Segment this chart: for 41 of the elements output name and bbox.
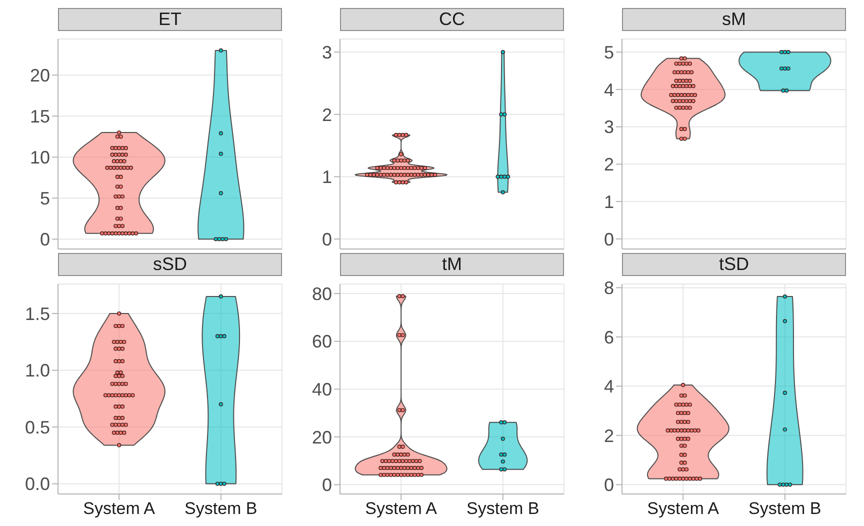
y-tick-label: 2 — [604, 154, 614, 175]
y-tick-label: 0.5 — [24, 417, 50, 438]
y-tick-label: 1.0 — [24, 360, 50, 381]
y-tick-label: 2 — [322, 104, 332, 125]
y-tick-label: 20 — [30, 65, 50, 86]
y-tick-label: 3 — [322, 42, 332, 62]
y-tick-label: 10 — [30, 148, 50, 168]
chart-title: tM — [340, 253, 564, 276]
y-tick-label: 1.5 — [24, 304, 50, 324]
y-tick-label: 8 — [604, 278, 614, 298]
chart-title: ET — [58, 8, 282, 31]
y-tick-label: 5 — [604, 42, 614, 62]
y-tick-label: 60 — [312, 332, 332, 352]
x-tick-label: System B — [466, 499, 540, 518]
y-tick-label: 0.0 — [24, 474, 50, 494]
x-tick-label: System B — [748, 499, 822, 518]
y-tick-label: 5 — [40, 188, 50, 209]
y-tick-label: 0 — [40, 230, 50, 250]
y-tick-label: 3 — [604, 117, 614, 138]
chart-title: sM — [622, 8, 846, 31]
chart-title: CC — [340, 8, 564, 31]
y-tick-label: 40 — [312, 380, 332, 400]
y-tick-label: 80 — [312, 284, 332, 304]
y-tick-label: 15 — [30, 106, 50, 126]
y-tick-label: 1 — [604, 192, 614, 212]
y-tick-label: 6 — [604, 327, 614, 348]
y-tick-label: 1 — [322, 167, 332, 188]
y-tick-label: 20 — [312, 427, 332, 448]
y-tick-label: 2 — [604, 426, 614, 446]
y-tick-label: 4 — [604, 80, 614, 100]
x-tick-label: System A — [83, 499, 156, 518]
y-tick-label: 0 — [604, 475, 614, 496]
chart-title: tSD — [622, 253, 846, 276]
x-tick-label: System A — [365, 499, 438, 518]
y-tick-label: 4 — [604, 376, 614, 397]
y-tick-label: 0 — [322, 475, 332, 496]
y-tick-label: 0 — [322, 229, 332, 250]
x-tick-label: System B — [184, 499, 258, 518]
x-tick-label: System A — [647, 499, 720, 518]
chart-title: sSD — [58, 253, 282, 276]
y-tick-label: 0 — [604, 229, 614, 250]
